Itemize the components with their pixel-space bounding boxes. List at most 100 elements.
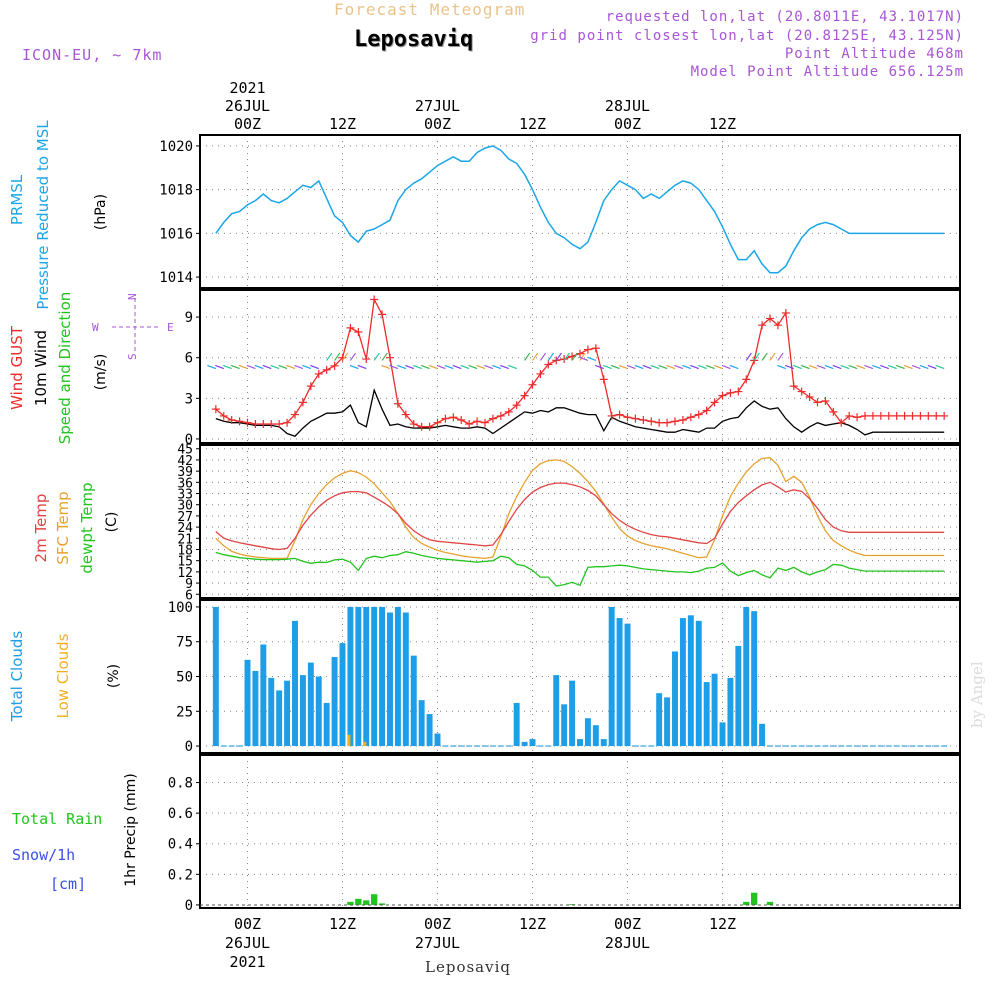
wind-direction-arrow	[436, 364, 446, 370]
gust-marker	[251, 420, 260, 429]
wind-direction-arrow	[658, 364, 668, 370]
gust-marker	[892, 411, 901, 420]
total-cloud-bar	[727, 677, 734, 747]
total-cloud-bar	[711, 673, 718, 747]
bottom-time-label: 26JUL	[225, 934, 270, 952]
total-cloud-bar	[228, 745, 235, 748]
top-time-label: 00Z	[234, 115, 261, 133]
wind-direction-arrow	[500, 364, 509, 370]
gust-marker	[211, 405, 220, 414]
gust-marker	[306, 382, 315, 391]
bottom-time-label: 00Z	[234, 915, 261, 933]
y-tick-label: 1014	[159, 270, 193, 286]
gust-marker	[322, 365, 331, 374]
top-time-label: 26JUL	[225, 97, 270, 115]
low-cloud-bar	[347, 734, 351, 747]
gust-marker	[702, 406, 711, 415]
y-tick-label: 18	[177, 543, 193, 558]
total-cloud-bar	[632, 745, 639, 748]
gust-marker	[876, 411, 885, 420]
gust-marker	[845, 411, 854, 420]
top-time-label: 27JUL	[415, 97, 460, 115]
bottom-time-label: 00Z	[424, 915, 451, 933]
total-cloud-bar	[869, 745, 876, 748]
wind-direction-arrow	[603, 364, 612, 370]
wind-direction-arrow	[642, 364, 652, 370]
wind-direction-arrow	[262, 364, 272, 370]
top-time-label: 00Z	[614, 115, 641, 133]
total-cloud-bar	[379, 606, 386, 747]
y-tick-label: 24	[177, 521, 193, 536]
total-cloud-bar	[299, 675, 306, 747]
gust-marker	[805, 392, 814, 401]
rain-bar	[355, 898, 362, 905]
wind-panel-frame	[199, 289, 961, 444]
total-cloud-bar	[315, 676, 322, 747]
gust-marker	[227, 415, 236, 424]
wind-direction-arrow	[547, 352, 554, 361]
gust-marker	[647, 417, 656, 426]
wind-direction-arrow	[769, 352, 776, 361]
snow-label: Snow/1h	[12, 846, 75, 864]
rain-bar	[766, 901, 774, 905]
wind-direction-arrow	[381, 352, 388, 361]
wind-direction-arrow	[571, 352, 578, 361]
top-time-label: 12Z	[519, 115, 546, 133]
gust-marker	[932, 411, 941, 420]
gust-marker	[924, 411, 933, 420]
wind-direction-arrow	[745, 352, 752, 361]
total-cloud-bar	[759, 723, 766, 747]
requested-coords: requested lon,lat (20.8011E, 43.1017N)	[605, 9, 964, 25]
wind-direction-arrow	[246, 364, 256, 370]
gust-marker	[868, 411, 877, 420]
wind-direction-arrow	[705, 364, 715, 370]
temp-2m-label: 2m Temp	[32, 494, 50, 563]
wind-direction-arrow	[207, 364, 217, 370]
gust-marker	[401, 410, 410, 419]
gust-marker	[291, 410, 299, 419]
total-cloud-bar	[410, 655, 417, 747]
gust-marker	[884, 411, 893, 420]
pressure-label-prmsl: PRMSL	[8, 174, 26, 225]
wind-direction-arrow	[539, 352, 547, 361]
wind-direction-arrow	[587, 356, 597, 361]
sfc-temp-label: SFC Temp	[54, 491, 72, 564]
y-tick-label: 39	[177, 465, 193, 480]
gust-marker	[631, 414, 640, 423]
gust-marker	[283, 418, 292, 427]
gust-marker	[734, 387, 743, 396]
wind-direction-arrow	[713, 364, 723, 370]
bottom-time-label: 27JUL	[415, 934, 460, 952]
gust-marker	[512, 401, 521, 410]
point-altitude: Point Altitude 468m	[784, 46, 964, 62]
total-cloud-bar	[917, 745, 924, 748]
total-cloud-bar	[862, 745, 868, 748]
pressure-panel-frame	[199, 134, 961, 289]
total-cloud-bar	[885, 745, 892, 748]
gust-marker	[940, 411, 949, 420]
total-cloud-bar	[838, 745, 845, 748]
wind-direction-arrow	[389, 364, 399, 370]
total-cloud-bar	[751, 611, 758, 747]
y-tick-label: 25	[176, 704, 193, 720]
total-cloud-bar	[513, 702, 520, 747]
total-cloud-bar	[331, 657, 338, 747]
wind-direction-arrow	[682, 364, 692, 370]
wind-direction-arrow	[349, 352, 357, 361]
total-cloud-bar	[497, 745, 504, 748]
total-cloud-bar	[355, 606, 362, 747]
gust-marker	[417, 422, 426, 431]
total-cloud-bar	[925, 745, 932, 748]
wind-gust-line	[215, 297, 945, 428]
gust-marker	[591, 344, 600, 353]
y-tick-label: 3	[185, 391, 193, 407]
wind-direction-arrow	[880, 364, 889, 370]
gust-marker	[797, 387, 806, 396]
wind-direction-arrow	[555, 352, 562, 361]
wind-direction-arrow	[864, 364, 874, 370]
gust-marker	[837, 418, 846, 427]
gust-marker	[481, 418, 489, 427]
top-time-label: 12Z	[329, 115, 356, 133]
gust-marker	[900, 411, 909, 420]
rain-label: Total Rain	[12, 810, 102, 828]
